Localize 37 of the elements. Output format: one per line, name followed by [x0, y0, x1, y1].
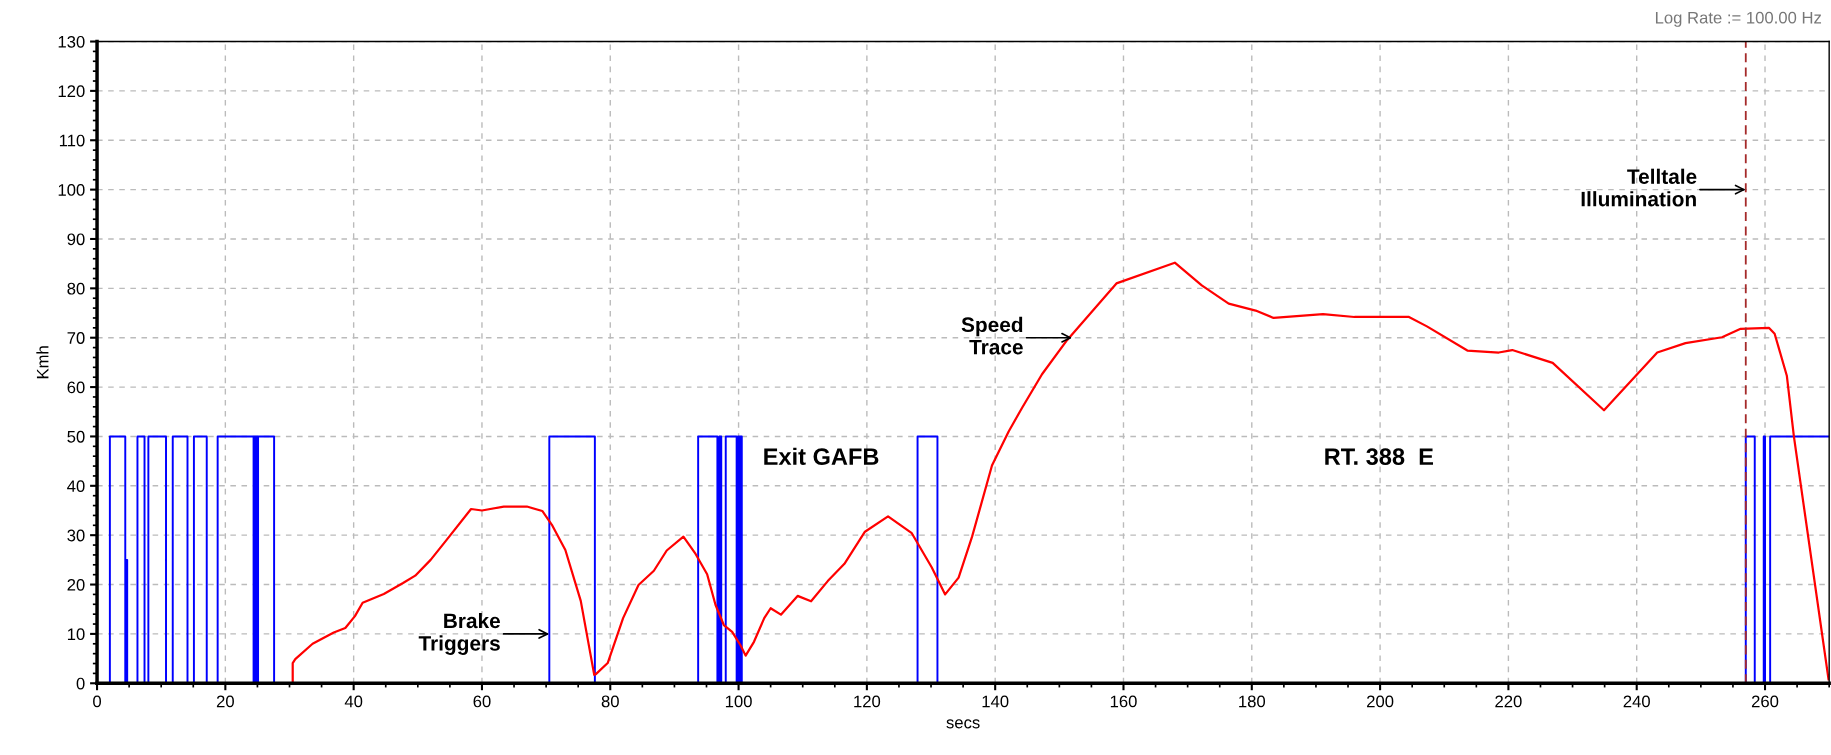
y-tick-label: 60 — [67, 381, 85, 394]
y-tick-label: 100 — [58, 184, 85, 196]
y-tick-label: 20 — [67, 578, 85, 591]
x-tick-label: 0 — [93, 695, 102, 708]
x-tick-label: 180 — [1239, 695, 1266, 708]
y-tick-label: 70 — [67, 332, 85, 344]
x-tick-label: 240 — [1623, 695, 1650, 708]
y-tick-label: 50 — [67, 430, 85, 443]
y-tick-label: 80 — [67, 282, 85, 295]
annotation: Telltale Illumination — [1581, 168, 1697, 207]
x-tick-label: 160 — [1110, 695, 1137, 708]
x-tick-label: 200 — [1367, 695, 1394, 708]
x-tick-label: 140 — [982, 695, 1009, 708]
y-tick-label: 120 — [58, 85, 85, 98]
x-tick-label: 60 — [473, 695, 491, 708]
x-tick-label: 260 — [1751, 695, 1779, 708]
line-series — [291, 261, 1830, 684]
annotation: Brake Triggers — [418, 612, 500, 655]
y-tick-label: 10 — [67, 628, 85, 641]
annotation: Exit GAFB — [764, 447, 879, 465]
x-tick-label: 120 — [854, 695, 881, 708]
x-axis-title: secs — [946, 719, 980, 729]
text: Log Rate := 100.00 Hz — [1655, 11, 1822, 27]
y-tick-label: 90 — [67, 233, 85, 246]
y-tick-label: 130 — [58, 35, 85, 48]
x-tick-label: 20 — [216, 695, 234, 708]
y-axis-title: Kmh — [36, 346, 49, 379]
y-tick-label: 30 — [67, 529, 85, 542]
y-tick-label: 110 — [59, 134, 85, 147]
annotation: RT. 388 E — [1325, 448, 1434, 466]
x-tick-label: 100 — [725, 695, 752, 708]
y-tick-label: 40 — [67, 480, 85, 493]
x-tick-label: 220 — [1495, 695, 1522, 708]
y-tick-label: 0 — [76, 677, 85, 690]
x-tick-label: 40 — [344, 695, 363, 708]
x-tick-label: 80 — [601, 695, 619, 708]
annotation: Speed Trace — [961, 316, 1023, 355]
